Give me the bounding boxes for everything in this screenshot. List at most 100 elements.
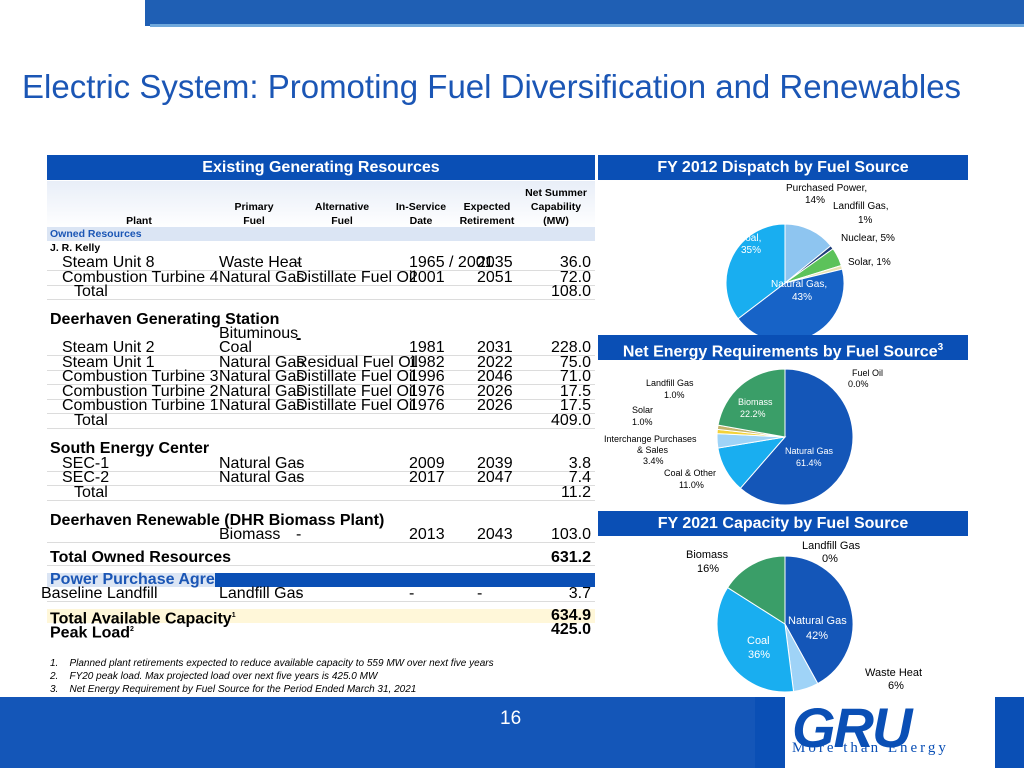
plant-cell: Combustion Turbine 1 — [62, 397, 219, 414]
total-available-row: Total Available Capacity1 634.9 — [47, 607, 595, 626]
pie-slice-biomass — [717, 368, 786, 438]
alt-cell: - — [296, 469, 302, 486]
pie3-label-coal: Coal — [747, 635, 770, 647]
mw-cell: 425.0 — [550, 621, 591, 638]
table-row: Steam Unit 8 Waste Heat - 1965 / 2001 2035 36… — [47, 254, 595, 271]
footer-bar-left — [0, 697, 755, 768]
alt-cell: Distillate Fuel Oil — [296, 268, 417, 286]
row-separator — [47, 355, 595, 356]
primary-cell: Landfill Gas — [219, 585, 304, 602]
plant-cell: Total — [74, 411, 108, 429]
col-plant: Plant — [126, 215, 152, 227]
col-mw-2: Capability — [530, 201, 582, 213]
retire-cell: 2043 — [477, 525, 513, 543]
row-separator — [47, 299, 595, 300]
service-cell: 2013 — [409, 525, 445, 543]
table-header: Plant Primary Fuel Alternative Fuel In-S… — [47, 181, 595, 228]
mw-cell: 75.0 — [559, 353, 591, 371]
alt-cell: - — [296, 254, 302, 271]
primary-cell: Natural Gas — [219, 382, 305, 400]
pie-slice-coal — [725, 223, 786, 320]
retire-cell: 2026 — [477, 397, 513, 414]
pie2-label-natgas-pct: 61.4% — [796, 458, 822, 468]
deerhaven-name-row: Deerhaven Generating Station — [47, 311, 595, 328]
pie2-label-interchange: Interchange Purchases — [604, 434, 697, 444]
pie2-label-fueloil-pct: 0.0% — [848, 379, 869, 389]
pie-slice-biomass — [726, 555, 786, 625]
row-separator — [47, 369, 595, 371]
pie1-label-landfill: Landfill Gas, — [833, 201, 889, 212]
alt-cell: - — [296, 330, 302, 347]
kelly-name: J. R. Kelly — [50, 242, 101, 254]
pie3-label-landfill: Landfill Gas — [802, 540, 861, 552]
col-service-2: Date — [409, 215, 433, 227]
mw-cell: 72.0 — [559, 268, 591, 286]
service-cell: 2017 — [409, 469, 445, 486]
table-heading: Existing Generating Resources — [47, 155, 595, 180]
table-row: SEC-1 Natural Gas - 2009 2039 3.8 — [47, 454, 595, 472]
primary-cell: Biomass — [219, 525, 281, 543]
pie2-label-interchange-2: & Sales — [637, 445, 669, 455]
retire-cell: 2039 — [477, 454, 513, 472]
mw-cell: 36.0 — [559, 254, 591, 271]
chart1-title: FY 2012 Dispatch by Fuel Source — [598, 155, 968, 180]
row-separator — [47, 470, 595, 472]
footnote-ref: 2 — [130, 626, 134, 633]
mw-cell: 631.2 — [550, 548, 591, 566]
alt-cell: - — [296, 585, 302, 602]
service-cell: 1976 — [409, 382, 445, 400]
retire-cell: 2022 — [477, 353, 513, 371]
pie-slice-coal — [716, 586, 795, 693]
plant-cell: Deerhaven Renewable (DHR Biomass Plant) — [50, 511, 385, 529]
plant-cell: Total Owned Resources — [50, 548, 232, 566]
primary-cell: Natural Gas — [219, 368, 305, 385]
owned-resources-label: Owned Resources — [47, 227, 595, 241]
col-retire-1: Expected — [463, 201, 511, 213]
mw-cell: 228.0 — [550, 339, 591, 356]
retire-cell: 2031 — [477, 339, 513, 356]
col-retire-2: Retirement — [459, 215, 515, 227]
mw-cell: 17.5 — [559, 382, 591, 400]
pie2-label-landfill-pct: 1.0% — [664, 390, 685, 400]
ppa-band — [215, 572, 595, 587]
gru-logo — [785, 697, 995, 768]
row-separator — [47, 284, 595, 286]
plant-cell: Combustion Turbine 4 — [62, 268, 219, 286]
mw-cell: 3.8 — [568, 454, 591, 472]
deerhaven-total-row: Total 409.0 — [47, 411, 595, 429]
col-mw-3: (MW) — [543, 215, 569, 227]
table-row: Baseline Landfill Landfill Gas - - -3.7 — [41, 585, 595, 602]
pie2-label-coal: Coal & Other — [664, 468, 717, 478]
net-energy-pie — [716, 368, 854, 506]
service-cell: 1982 — [409, 353, 445, 371]
table-row: Steam Unit 1 Natural Gas Residual Fuel Oil… — [47, 353, 595, 371]
plant-cell: Deerhaven Generating Station — [50, 311, 280, 328]
pie3-label-coal-pct: 36% — [748, 649, 771, 661]
pie3-label-natgas-pct: 42% — [806, 630, 829, 642]
table-row: Combustion Turbine 3 Natural Gas Distillat… — [47, 368, 595, 385]
alt-cell: Residual Fuel Oil — [296, 353, 418, 371]
plant-cell: Total — [74, 483, 108, 501]
row-separator — [47, 398, 595, 400]
footnote-ref: 1 — [231, 611, 236, 619]
total-owned-row: Total Owned Resources 631.2 — [47, 548, 595, 566]
col-alt-2: Fuel — [331, 215, 353, 227]
pie1-label-coal: Coal, — [738, 233, 762, 244]
pie2-label-solar: Solar — [632, 405, 654, 415]
service-cell: 2001 — [409, 268, 445, 286]
retire-cell: - — [477, 585, 483, 602]
fy2021-capacity-pie — [716, 555, 854, 693]
note-2: 2. FY20 peak load. Max projected load ov… — [50, 671, 378, 682]
kelly-total-row: Total 108.0 — [47, 283, 595, 300]
retire-cell: 2051 — [477, 268, 513, 286]
pie2-label-solar-pct: 1.0% — [632, 417, 653, 427]
mw-cell: 108.0 — [550, 283, 591, 300]
alt-cell: - — [296, 525, 302, 543]
table-row: Combustion Turbine 1 Natural Gas Distillat… — [47, 397, 595, 414]
alt-cell: - — [296, 454, 302, 472]
col-mw-1: Net Summer — [525, 187, 587, 199]
chart3-title: FY 2021 Capacity by Fuel Source — [598, 511, 968, 536]
page-number: 16 — [500, 708, 522, 729]
col-primary-1: Primary — [234, 201, 274, 213]
plant-cell: SEC-2 — [62, 469, 110, 486]
